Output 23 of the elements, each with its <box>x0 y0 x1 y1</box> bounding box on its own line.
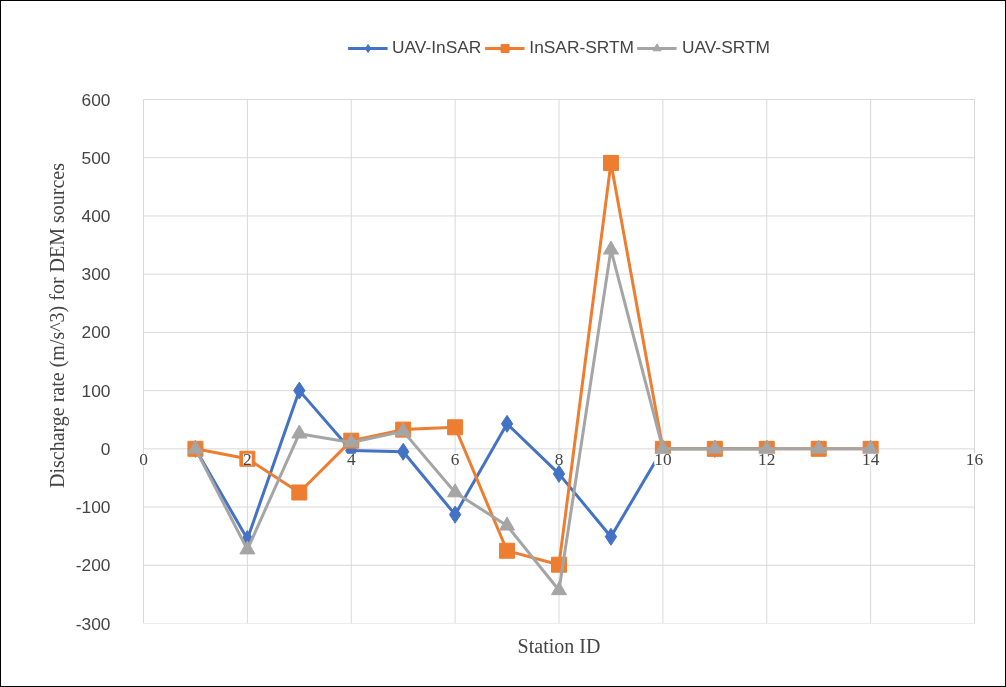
x-tick-label: 6 <box>450 449 460 469</box>
x-tick-label: 16 <box>965 449 984 469</box>
x-tick-label: 2 <box>243 449 252 469</box>
y-tick-label: 300 <box>81 264 111 285</box>
legend-label: UAV-InSAR <box>392 37 482 58</box>
y-axis-title: Discharge rate (m/s^3) for DEM sources <box>45 162 69 489</box>
x-tick-label: 8 <box>554 449 564 469</box>
y-tick-label: 500 <box>81 147 111 168</box>
legend-label: UAV-SRTM <box>681 37 770 58</box>
x-tick-label: 0 <box>139 449 148 469</box>
x-axis-title: Station ID <box>517 634 601 657</box>
y-tick-label: -100 <box>75 497 111 518</box>
x-tick-label: 10 <box>654 449 672 469</box>
x-tick-label: 4 <box>346 449 356 469</box>
x-tick-label: 12 <box>758 449 776 469</box>
y-tick-label: 200 <box>81 322 111 343</box>
y-tick-label: 600 <box>81 89 111 110</box>
y-tick-label: 100 <box>81 380 111 401</box>
x-tick-label: 14 <box>861 449 880 469</box>
y-tick-label: -300 <box>75 613 111 634</box>
y-tick-label: -200 <box>75 555 111 576</box>
y-tick-label: 400 <box>81 205 111 226</box>
legend-label: InSAR-SRTM <box>529 37 634 58</box>
